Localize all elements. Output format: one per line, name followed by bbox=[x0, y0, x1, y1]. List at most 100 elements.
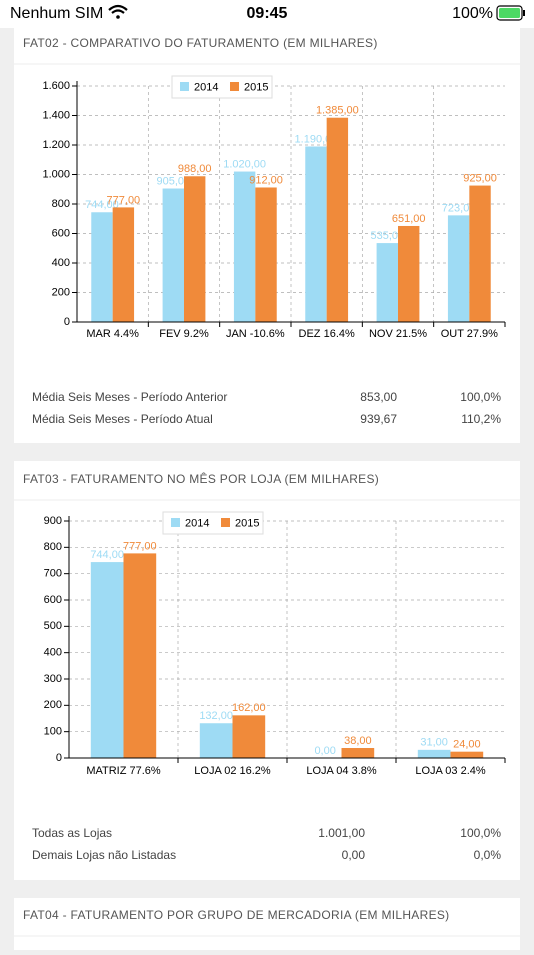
y-tick-label: 800 bbox=[44, 541, 62, 553]
summary-percent: 100,0% bbox=[460, 390, 501, 404]
wifi-icon bbox=[108, 4, 128, 19]
value-label: 777,00 bbox=[107, 194, 141, 206]
y-tick-label: 1.600 bbox=[42, 80, 70, 92]
y-tick-label: 1.400 bbox=[42, 109, 70, 121]
value-label: 744,00 bbox=[85, 199, 119, 211]
y-tick-label: 0 bbox=[64, 316, 70, 328]
legend bbox=[162, 511, 264, 535]
card-title: FAT04 - FATURAMENTO POR GRUPO DE MERCADO… bbox=[23, 908, 449, 922]
value-label: 925,00 bbox=[463, 172, 497, 184]
summary-percent: 110,2% bbox=[461, 412, 501, 426]
bar bbox=[450, 751, 484, 758]
x-tick-label: OUT 27.9% bbox=[441, 328, 498, 340]
x-tick-label: LOJA 03 2.4% bbox=[415, 765, 486, 777]
carrier: Nenhum SIM bbox=[10, 5, 103, 22]
x-tick-label: MATRIZ 77.6% bbox=[86, 765, 161, 777]
bar bbox=[398, 225, 420, 322]
summary-percent: 0,0% bbox=[474, 848, 502, 862]
x-tick-label: DEZ 16.4% bbox=[299, 328, 355, 340]
x-tick-label: LOJA 04 3.8% bbox=[306, 765, 377, 777]
value-label: 744,00 bbox=[90, 549, 124, 561]
y-tick-label: 400 bbox=[44, 647, 62, 659]
value-label: 0,00 bbox=[314, 745, 335, 757]
summary-percent: 100,0% bbox=[460, 826, 501, 840]
legend-swatch bbox=[171, 518, 180, 527]
bar bbox=[112, 207, 135, 322]
bar bbox=[469, 185, 491, 322]
summary-value: 853,00 bbox=[360, 390, 397, 404]
value-label: 777,00 bbox=[123, 540, 157, 552]
bar bbox=[447, 215, 470, 322]
summary-label: Todas as Lojas bbox=[32, 826, 112, 840]
value-label: 723,00 bbox=[442, 202, 476, 214]
summary-value: 0,00 bbox=[342, 848, 366, 862]
legend-label: 2014 bbox=[194, 81, 218, 93]
bar bbox=[255, 187, 277, 322]
bar bbox=[233, 171, 256, 322]
value-label: 38,00 bbox=[344, 735, 372, 747]
bar bbox=[326, 117, 349, 323]
legend-label: 2014 bbox=[185, 517, 209, 529]
summary-label: Demais Lojas não Listadas bbox=[32, 848, 176, 862]
value-label: 31,00 bbox=[420, 737, 448, 749]
value-label: 535,00 bbox=[370, 230, 404, 242]
y-tick-label: 200 bbox=[44, 699, 62, 711]
battery-icon bbox=[496, 5, 525, 21]
y-tick-label: 600 bbox=[52, 227, 70, 239]
summary-value: 1.001,00 bbox=[318, 826, 365, 840]
summary-label: Média Seis Meses - Período Anterior bbox=[32, 390, 227, 404]
value-label: 912,00 bbox=[249, 174, 283, 186]
y-tick-label: 400 bbox=[52, 257, 70, 269]
clock: 09:45 bbox=[247, 5, 288, 22]
battery-level: 100% bbox=[452, 5, 493, 22]
x-tick-label: MAR 4.4% bbox=[86, 328, 139, 340]
y-tick-label: 800 bbox=[52, 198, 70, 210]
x-tick-label: FEV 9.2% bbox=[159, 328, 209, 340]
bar bbox=[376, 243, 398, 322]
bar bbox=[232, 715, 266, 758]
bar bbox=[162, 188, 184, 322]
legend-swatch bbox=[180, 82, 189, 91]
value-label: 132,00 bbox=[199, 710, 233, 722]
y-tick-label: 1.200 bbox=[42, 139, 70, 151]
x-tick-label: JAN -10.6% bbox=[226, 328, 285, 340]
y-tick-label: 900 bbox=[44, 515, 62, 527]
y-tick-label: 300 bbox=[44, 673, 62, 685]
legend-label: 2015 bbox=[244, 81, 268, 93]
value-label: 905,00 bbox=[156, 175, 190, 187]
bar bbox=[341, 747, 375, 758]
card bbox=[14, 898, 520, 955]
bar bbox=[199, 723, 233, 758]
value-label: 1.385,00 bbox=[316, 105, 359, 117]
value-label: 24,00 bbox=[453, 739, 481, 751]
y-tick-label: 700 bbox=[44, 568, 62, 580]
value-label: 651,00 bbox=[392, 213, 426, 225]
legend-swatch bbox=[221, 518, 230, 527]
legend-swatch bbox=[230, 82, 239, 91]
y-tick-label: 100 bbox=[44, 726, 62, 738]
value-label: 162,00 bbox=[232, 702, 266, 714]
legend-label: 2015 bbox=[235, 517, 259, 529]
card-title: FAT03 - FATURAMENTO NO MÊS POR LOJA (EM … bbox=[23, 471, 379, 486]
y-tick-label: 600 bbox=[44, 594, 62, 606]
bar bbox=[305, 146, 327, 322]
value-label: 988,00 bbox=[178, 163, 212, 175]
bar bbox=[91, 212, 113, 322]
x-tick-label: LOJA 02 16.2% bbox=[194, 765, 271, 777]
legend bbox=[171, 75, 273, 99]
x-tick-label: NOV 21.5% bbox=[369, 328, 427, 340]
card-title: FAT02 - COMPARATIVO DO FATURAMENTO (EM M… bbox=[23, 36, 378, 50]
summary-value: 939,67 bbox=[360, 412, 397, 426]
summary-label: Média Seis Meses - Período Atual bbox=[32, 412, 213, 426]
card bbox=[14, 461, 520, 880]
bar bbox=[184, 176, 206, 322]
value-label: 1.020,00 bbox=[223, 158, 266, 170]
bar bbox=[90, 562, 124, 758]
y-tick-label: 500 bbox=[44, 620, 62, 632]
bar bbox=[417, 749, 451, 758]
y-tick-label: 200 bbox=[52, 286, 70, 298]
y-tick-label: 0 bbox=[56, 752, 62, 764]
bar bbox=[123, 553, 157, 758]
y-tick-label: 1.000 bbox=[42, 168, 70, 180]
